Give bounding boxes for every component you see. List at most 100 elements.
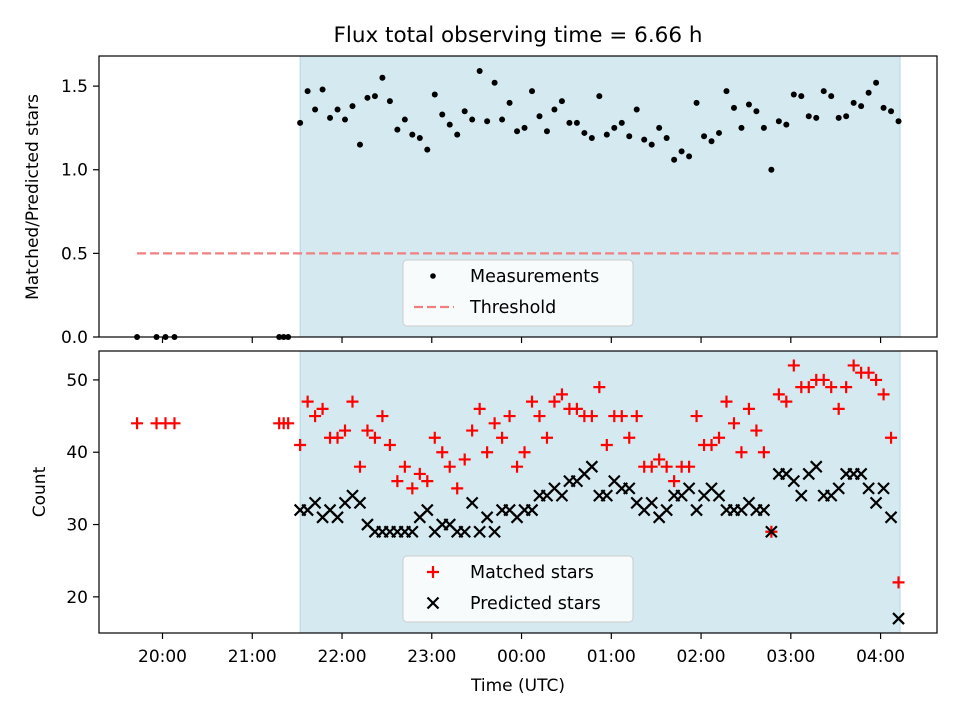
measurement-point: [820, 88, 827, 95]
measurement-point: [813, 114, 820, 121]
predicted-star-point: [600, 489, 614, 502]
measurement-point: [760, 124, 767, 131]
matched-star-point: [862, 366, 875, 379]
measurement-point: [424, 146, 431, 153]
predicted-star-point: [353, 496, 367, 510]
predicted-star-point: [645, 496, 658, 510]
measurement-point: [678, 148, 685, 155]
measurement-point: [491, 79, 498, 86]
legend-matched-glyph: [427, 566, 439, 578]
matched-star-point: [131, 417, 144, 430]
predicted-star-point: [421, 503, 434, 517]
predicted-star-point: [809, 460, 823, 473]
measurement-point: [858, 103, 865, 110]
bottom-xtick-label: 03:00: [766, 647, 815, 667]
matched-star-point: [570, 402, 583, 415]
predicted-star-point: [877, 482, 890, 495]
bottom-ytick-label: 40: [66, 443, 88, 463]
measurement-point: [880, 104, 887, 111]
matched-star-point: [466, 424, 479, 437]
predicted-star-point: [892, 612, 905, 625]
predicted-star-point: [555, 489, 569, 502]
matched-star-point: [421, 475, 434, 488]
bottom-ytick-label: 50: [66, 371, 88, 391]
measurement-point: [603, 131, 610, 138]
bottom-plot-frame: [98, 350, 938, 634]
matched-star-point: [428, 431, 441, 444]
measurement-point: [723, 88, 730, 95]
top-y-ticks: 0.0 0.5 1.0 1.5: [61, 77, 99, 348]
measurement-point: [364, 94, 371, 101]
measurement-point: [850, 99, 857, 106]
predicted-star-point: [682, 482, 696, 495]
measurement-point: [626, 133, 633, 140]
measurement-point: [708, 138, 715, 145]
top-axes: 0.0 0.5 1.0 1.5 Matched/Predicted stars Mea…: [23, 55, 938, 348]
measurement-point: [446, 121, 453, 128]
top-legend: Measurements Threshold: [402, 259, 634, 327]
matched-star-point: [496, 431, 509, 444]
predicted-star-point: [331, 511, 344, 524]
matched-star-point: [593, 381, 606, 394]
legend-matched-marker: [427, 566, 439, 578]
bottom-xtick-label: 04:00: [856, 647, 905, 667]
predicted-star-point: [660, 503, 673, 517]
matched-star-point: [309, 410, 322, 423]
measurement-point: [663, 134, 670, 141]
predicted-star-point: [757, 503, 771, 517]
predicted-star-point: [406, 525, 419, 539]
measurement-point: [656, 124, 663, 131]
bottom-legend: Matched stars Predicted stars: [402, 555, 634, 623]
measurement-point: [349, 103, 356, 110]
matched-star-point: [847, 359, 860, 372]
predicted-star-point: [832, 482, 845, 495]
bottom-ytick-label: 30: [66, 516, 88, 536]
measurement-point: [895, 118, 902, 125]
measurement-point: [798, 93, 805, 100]
measurement-point: [454, 131, 461, 138]
measurement-point: [514, 128, 521, 135]
predicted-star-point: [869, 496, 883, 510]
bottom-xtick-label: 20:00: [138, 647, 187, 667]
measurement-point: [573, 119, 580, 126]
matched-star-point: [511, 460, 524, 473]
measurement-point: [297, 119, 304, 126]
matched-star-point: [353, 460, 366, 473]
top-ytick-label: 0.5: [61, 244, 88, 264]
bottom-ytick-label: 20: [66, 588, 88, 608]
matched-star-point: [398, 460, 411, 473]
matched-star-point: [750, 424, 763, 437]
predicted-star-point: [525, 503, 539, 517]
measurement-point: [805, 113, 812, 120]
bottom-xtick-label: 02:00: [677, 647, 726, 667]
matched-star-point: [443, 460, 456, 473]
matched-star-point: [825, 381, 838, 394]
measurement-point: [409, 131, 416, 138]
matched-star-point: [832, 402, 845, 415]
top-x-ticks: [161, 337, 882, 343]
measurement-point: [835, 114, 842, 121]
matched-star-point: [282, 417, 295, 430]
measurement-point: [401, 116, 408, 123]
bottom-points-group: [131, 359, 905, 625]
measurement-point: [312, 106, 319, 113]
matched-star-point: [339, 424, 352, 437]
matched-star-point: [503, 410, 516, 423]
measurement-point: [730, 104, 737, 111]
matched-star-point: [720, 395, 733, 408]
predicted-star-point: [712, 489, 726, 502]
measurement-point: [558, 98, 565, 105]
measurement-point: [371, 93, 378, 100]
matched-star-point: [458, 453, 471, 466]
measurement-point: [716, 129, 723, 136]
matched-star-point: [555, 388, 568, 401]
measurement-point: [536, 113, 543, 120]
matched-star-point: [526, 395, 539, 408]
measurement-point: [873, 79, 880, 86]
top-points-group: [134, 68, 902, 340]
top-ytick-label: 1.5: [61, 77, 88, 97]
measurement-point: [499, 116, 506, 123]
measurement-point: [828, 93, 835, 100]
measurement-point: [431, 91, 438, 98]
